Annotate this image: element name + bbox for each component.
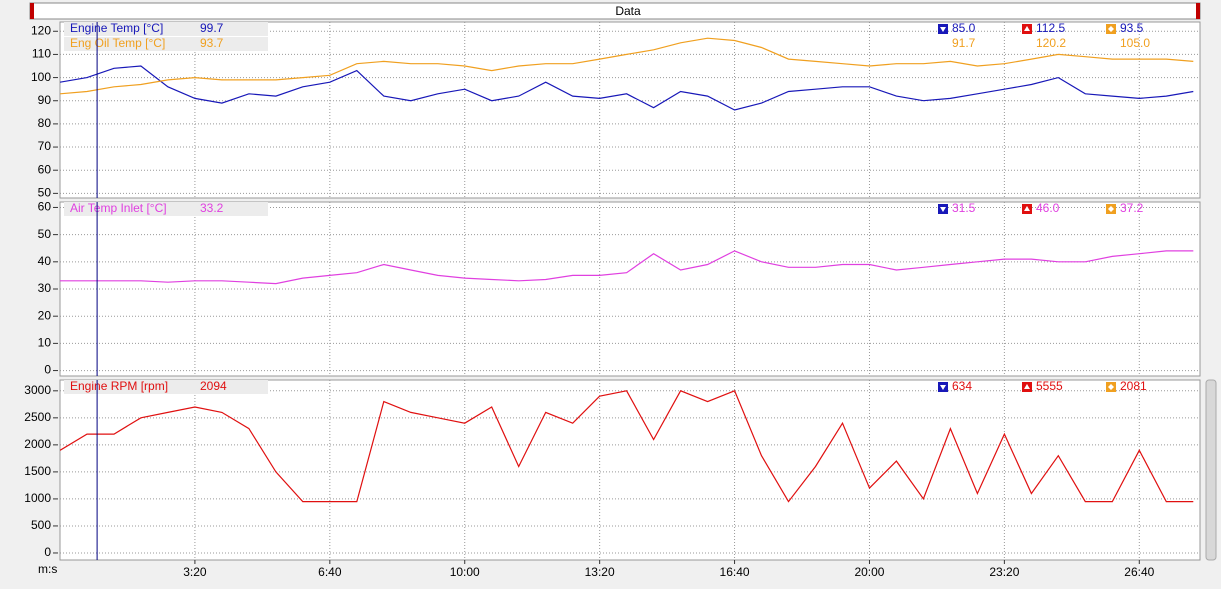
stat-icon-glyph — [940, 385, 946, 390]
plot-area — [59, 21, 1201, 199]
series-line — [60, 250, 1194, 285]
legend-bg — [64, 37, 268, 51]
y-tick-label: 30 — [38, 281, 52, 295]
y-tick-label: 90 — [38, 93, 52, 107]
legend-cursor-value: 93.7 — [200, 36, 224, 50]
y-tick-label: 1500 — [24, 464, 51, 478]
x-tick-label: 20:00 — [854, 565, 884, 579]
x-axis-label: m:s — [38, 562, 57, 576]
legend-avg: 2081 — [1120, 379, 1147, 393]
y-tick-label: 2000 — [24, 437, 51, 451]
y-tick-label: 50 — [38, 227, 52, 241]
legend-avg: 105.0 — [1120, 36, 1150, 50]
legend-bg — [64, 202, 268, 216]
legend-cursor-value: 33.2 — [200, 201, 224, 215]
stat-icon-glyph — [1108, 206, 1114, 212]
legend-avg: 93.5 — [1120, 21, 1144, 35]
legend-bg — [64, 380, 268, 394]
y-tick-label: 70 — [38, 139, 52, 153]
legend-min: 85.0 — [952, 21, 976, 35]
scrollbar[interactable] — [1205, 379, 1217, 561]
legend-name: Engine RPM [rpm] — [70, 379, 168, 393]
series-line — [60, 65, 1194, 111]
plot-area — [59, 379, 1201, 561]
series-line — [60, 37, 1194, 95]
stat-icon-glyph — [1108, 384, 1114, 390]
x-tick-label: 13:20 — [585, 565, 615, 579]
legend-bg — [64, 22, 268, 36]
legend-name: Eng Oil Temp [°C] — [70, 36, 165, 50]
y-tick-label: 50 — [38, 186, 52, 200]
header-end — [30, 3, 34, 19]
y-tick-label: 40 — [38, 254, 52, 268]
series-line — [60, 390, 1194, 503]
y-tick-label: 120 — [31, 23, 51, 37]
legend-max: 112.5 — [1036, 21, 1065, 35]
y-tick-label: 10 — [38, 336, 52, 350]
legend-name: Air Temp Inlet [°C] — [70, 201, 167, 215]
header-title: Data — [615, 4, 641, 18]
y-tick-label: 100 — [31, 70, 51, 84]
legend-min: 634 — [952, 379, 972, 393]
y-tick-label: 500 — [31, 518, 51, 532]
legend-max: 120.2 — [1036, 36, 1066, 50]
legend-max: 46.0 — [1036, 201, 1060, 215]
x-tick-label: 3:20 — [183, 565, 207, 579]
x-tick-label: 10:00 — [450, 565, 480, 579]
y-tick-label: 2500 — [24, 410, 51, 424]
x-tick-label: 23:20 — [989, 565, 1019, 579]
legend-cursor-value: 99.7 — [200, 21, 224, 35]
header-end — [1196, 3, 1200, 19]
legend-avg: 37.2 — [1120, 201, 1144, 215]
y-tick-label: 3000 — [24, 383, 51, 397]
y-tick-label: 0 — [44, 363, 51, 377]
y-tick-label: 20 — [38, 308, 52, 322]
legend-min: 31.5 — [952, 201, 976, 215]
stat-icon-glyph — [1108, 26, 1114, 32]
y-tick-label: 60 — [38, 162, 52, 176]
x-tick-label: 16:40 — [720, 565, 750, 579]
stat-icon-glyph — [1024, 384, 1030, 389]
y-tick-label: 0 — [44, 545, 51, 559]
y-tick-label: 80 — [38, 116, 52, 130]
x-tick-label: 6:40 — [318, 565, 342, 579]
legend-name: Engine Temp [°C] — [70, 21, 163, 35]
legend-min: 91.7 — [952, 36, 976, 50]
legend-cursor-value: 2094 — [200, 379, 227, 393]
x-tick-label: 26:40 — [1124, 565, 1154, 579]
stat-icon-glyph — [1024, 26, 1030, 31]
stat-icon-glyph — [940, 207, 946, 212]
y-tick-label: 110 — [32, 47, 51, 61]
stat-icon-glyph — [940, 27, 946, 32]
y-tick-label: 60 — [38, 200, 52, 214]
y-tick-label: 1000 — [24, 491, 51, 505]
stat-icon-glyph — [1024, 206, 1030, 211]
legend-max: 5555 — [1036, 379, 1063, 393]
